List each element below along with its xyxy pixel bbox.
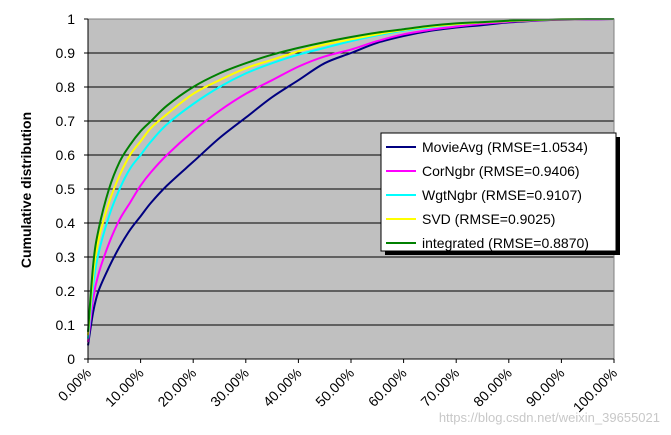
y-tick-label: 0.8 [56, 79, 76, 95]
legend-label: integrated (RMSE=0.8870) [422, 235, 589, 251]
x-tick-label: 50.00% [312, 365, 357, 410]
y-axis-title: Cumulative distribution [18, 112, 34, 268]
legend-label: MovieAvg (RMSE=1.0534) [422, 139, 588, 155]
legend-label: WgtNgbr (RMSE=0.9107) [422, 187, 582, 203]
y-tick-label: 0.6 [56, 147, 76, 163]
y-tick-label: 0.7 [56, 113, 76, 129]
legend-label: CorNgbr (RMSE=0.9406) [422, 163, 580, 179]
y-tick-label: 0.3 [56, 249, 76, 265]
series-layer [87, 17, 615, 346]
x-tick-label: 0.00% [55, 365, 94, 404]
y-tick-label: 1 [67, 11, 75, 27]
x-tick-label: 70.00% [417, 365, 462, 410]
watermark-text: https://blog.csdn.net/weixin_39655021 [439, 410, 660, 425]
x-tick-label: 60.00% [365, 365, 410, 410]
y-tick-label: 0.9 [56, 45, 76, 61]
legend: MovieAvg (RMSE=1.0534) CorNgbr (RMSE=0.94… [380, 132, 620, 255]
x-tick-label: 90.00% [523, 365, 568, 410]
y-tick-label: 0.4 [56, 215, 76, 231]
x-tick-label: 100.00% [570, 365, 620, 415]
x-tick-label: 10.00% [102, 365, 147, 410]
y-tick-label: 0.2 [56, 283, 76, 299]
y-tick-label: 0.1 [56, 317, 76, 333]
x-tick-label: 20.00% [154, 365, 199, 410]
x-tick-labels: 0.00% 10.00% 20.00% 30.00% 40.00% 50.00% 60.00… [55, 359, 620, 415]
y-tick-label: 0 [67, 351, 75, 367]
legend-items: MovieAvg (RMSE=1.0534) CorNgbr (RMSE=0.94… [386, 139, 589, 251]
legend-label: SVD (RMSE=0.9025) [422, 211, 555, 227]
x-tick-label: 30.00% [207, 365, 252, 410]
legend-box [380, 132, 617, 252]
y-tick-labels: 0 0.1 0.2 0.3 0.4 0.5 0.6 0.7 0.8 0.9 1 [56, 11, 88, 367]
y-tick-label: 0.5 [56, 181, 76, 197]
x-tick-label: 40.00% [260, 365, 305, 410]
x-tick-label: 80.00% [470, 365, 515, 410]
series-line-4 [87, 17, 615, 332]
